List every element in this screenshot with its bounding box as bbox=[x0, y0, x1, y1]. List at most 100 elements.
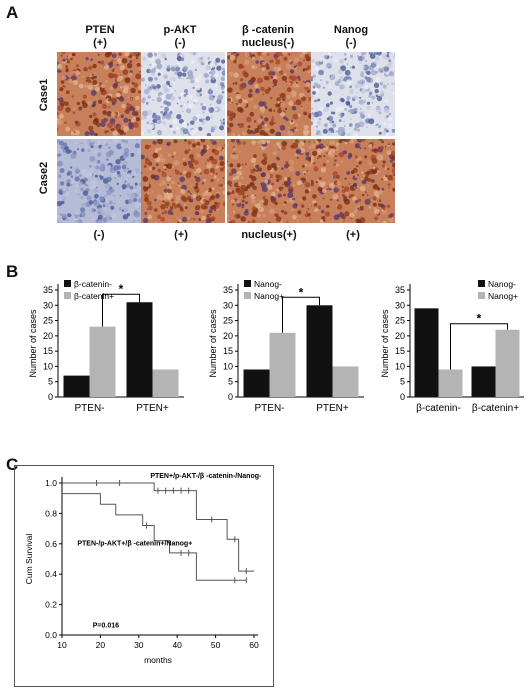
legend-label: β-catenin- bbox=[74, 279, 112, 289]
x-tick-label: 60 bbox=[249, 640, 259, 650]
ihc-row-label-case1: Case1 bbox=[38, 78, 50, 112]
survival-curve bbox=[62, 493, 247, 581]
y-tick-label: 10 bbox=[43, 361, 53, 371]
bar bbox=[438, 369, 463, 397]
bar bbox=[243, 369, 270, 397]
x-tick-label: PTEN+ bbox=[316, 403, 349, 414]
x-tick-label: 20 bbox=[96, 640, 106, 650]
x-tick-label: PTEN- bbox=[75, 403, 105, 414]
y-tick-label: 20 bbox=[223, 331, 233, 341]
y-tick-label: 35 bbox=[223, 285, 233, 295]
y-tick-label: 0.0 bbox=[45, 630, 57, 640]
ihc-col-header-bcatenin: β -catenin nucleus(-) bbox=[241, 24, 295, 49]
x-tick-label: 10 bbox=[57, 640, 67, 650]
x-tick-label: 50 bbox=[211, 640, 221, 650]
y-tick-label: 5 bbox=[400, 377, 405, 387]
x-tick-label: 40 bbox=[172, 640, 182, 650]
significance-bracket bbox=[282, 296, 320, 333]
y-tick-label: 1.0 bbox=[45, 478, 57, 488]
legend-swatch bbox=[64, 292, 71, 299]
legend-swatch bbox=[478, 280, 485, 287]
ihc-image-case1-pten bbox=[57, 52, 141, 136]
y-tick-label: 5 bbox=[228, 377, 233, 387]
ihc-image-case2-bcatenin bbox=[227, 139, 311, 223]
ihc-image-case2-pakt bbox=[141, 139, 225, 223]
y-tick-label: 0.4 bbox=[45, 569, 57, 579]
ihc-bottom-label-nanog: (+) bbox=[346, 229, 360, 241]
ihc-col-header-pakt: p-AKT (-) bbox=[163, 24, 197, 49]
survival-chart: 0.0 0.2 0.4 0.6 0.8 1.0 10 20 30 40 50 60 months Cum … bbox=[14, 465, 274, 687]
y-tick-label: 15 bbox=[223, 346, 233, 356]
significance-marker: * bbox=[299, 285, 304, 299]
ihc-col-header-nanog: Nanog (-) bbox=[333, 24, 369, 49]
bar bbox=[152, 369, 179, 397]
legend-swatch bbox=[64, 280, 71, 287]
significance-marker: * bbox=[477, 312, 482, 326]
panel-label-a: A bbox=[6, 3, 19, 22]
ihc-image-case2-pten bbox=[57, 139, 141, 223]
y-tick-label: 25 bbox=[223, 316, 233, 326]
series-label-pten-negative: PTEN-/p-AKT+/β -catenin+/Nanog+ bbox=[77, 540, 192, 547]
bar bbox=[126, 302, 153, 397]
ihc-image-case1-pakt bbox=[141, 52, 225, 136]
ihc-row-label-case2: Case2 bbox=[38, 161, 50, 195]
bar bbox=[495, 329, 520, 397]
x-tick-label: β-catenin- bbox=[416, 403, 461, 414]
panel-label-c: C bbox=[6, 455, 19, 474]
legend-label: Nanog+ bbox=[488, 291, 518, 301]
x-axis-label: months bbox=[144, 655, 172, 665]
bar bbox=[89, 326, 116, 397]
legend-label: Nanog+ bbox=[254, 291, 284, 301]
y-axis-label: Number of cases bbox=[28, 309, 38, 378]
ihc-image-case1-nanog bbox=[311, 52, 395, 136]
y-tick-label: 0.2 bbox=[45, 600, 57, 610]
ihc-col-header-pten: PTEN (+) bbox=[85, 24, 115, 49]
y-tick-label: 10 bbox=[223, 361, 233, 371]
y-tick-label: 0 bbox=[228, 392, 233, 402]
bar-chart-bcatenin-nanog: Number of cases 0 5 10 15 20 25 30 35 β-catenin-β… bbox=[380, 279, 524, 414]
y-axis-label: Cum Survival bbox=[24, 534, 34, 585]
ihc-image-case2-nanog bbox=[311, 139, 395, 223]
p-value: P=0.016 bbox=[93, 622, 119, 629]
ihc-bottom-label-bcatenin: nucleus(+) bbox=[241, 229, 297, 241]
legend-label: Nanog- bbox=[254, 279, 282, 289]
y-tick-label: 15 bbox=[43, 346, 53, 356]
significance-marker: * bbox=[119, 282, 124, 296]
significance-bracket bbox=[102, 293, 140, 327]
y-tick-label: 30 bbox=[395, 300, 405, 310]
y-tick-label: 5 bbox=[48, 377, 53, 387]
y-tick-label: 25 bbox=[43, 316, 53, 326]
y-tick-label: 0.6 bbox=[45, 539, 57, 549]
survival-curve bbox=[62, 482, 254, 572]
panel-label-b: B bbox=[6, 262, 19, 281]
y-axis-label: Number of cases bbox=[380, 309, 390, 378]
bar bbox=[269, 332, 296, 397]
chart-frame bbox=[14, 465, 274, 687]
y-tick-label: 0 bbox=[400, 392, 405, 402]
y-tick-label: 0 bbox=[48, 392, 53, 402]
ihc-image-case1-bcatenin bbox=[227, 52, 311, 136]
y-tick-label: 15 bbox=[395, 346, 405, 356]
series-label-pten-positive: PTEN+/p-AKT-/β -catenin-/Nanog- bbox=[150, 473, 262, 480]
y-tick-label: 35 bbox=[43, 285, 53, 295]
legend-swatch bbox=[244, 280, 251, 287]
legend-swatch bbox=[478, 292, 485, 299]
y-tick-label: 20 bbox=[43, 331, 53, 341]
y-tick-label: 10 bbox=[395, 361, 405, 371]
bar bbox=[471, 366, 496, 397]
bar-chart-pten-nanog: Number of cases 0 5 10 15 20 25 30 35 PTEN- PTEN+ N… bbox=[208, 279, 364, 414]
legend-swatch bbox=[244, 292, 251, 299]
x-tick-label: PTEN- bbox=[255, 403, 285, 414]
bar bbox=[332, 366, 359, 397]
significance-bracket bbox=[450, 323, 508, 370]
legend-label: Nanog- bbox=[488, 279, 516, 289]
x-tick-label: β-catenin+ bbox=[472, 403, 519, 414]
y-tick-label: 20 bbox=[395, 331, 405, 341]
y-tick-label: 0.8 bbox=[45, 508, 57, 518]
y-tick-label: 35 bbox=[395, 285, 405, 295]
bar-chart-pten-bcatenin: Number of cases 0 5 10 15 20 25 30 35 PTEN- PTEN+ β… bbox=[28, 279, 184, 414]
y-axis-label: Number of cases bbox=[208, 309, 218, 378]
bar bbox=[63, 375, 90, 397]
ihc-bottom-label-pten: (-) bbox=[93, 229, 105, 241]
y-tick-label: 30 bbox=[223, 300, 233, 310]
